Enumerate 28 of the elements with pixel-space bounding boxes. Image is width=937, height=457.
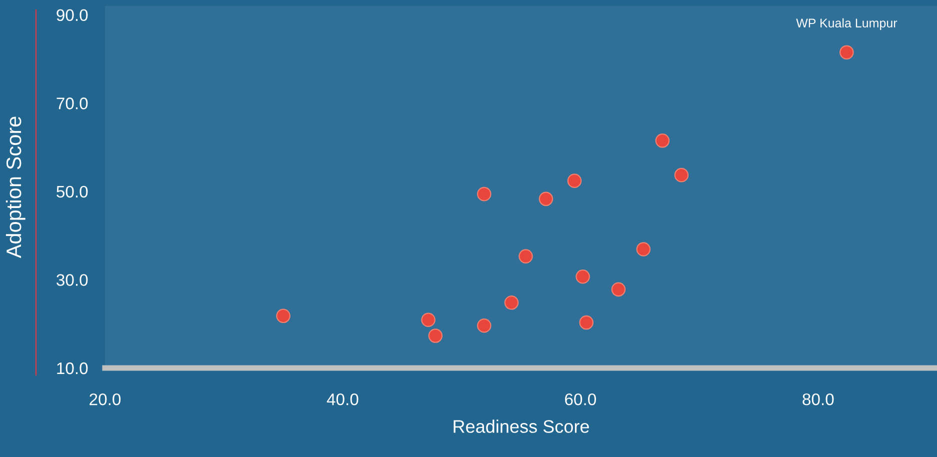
point <box>538 192 554 206</box>
x-tick-label: 80.0 <box>802 393 834 406</box>
point <box>518 249 533 264</box>
y-tick-label: 90.0 <box>56 9 88 22</box>
point <box>636 242 651 256</box>
point <box>611 282 626 297</box>
point <box>579 315 594 330</box>
point <box>421 312 436 328</box>
point <box>567 174 582 188</box>
point <box>655 134 670 148</box>
point <box>428 328 443 343</box>
annotation: WP Kuala Lumpur <box>796 18 898 30</box>
point <box>276 308 290 324</box>
point <box>504 296 519 310</box>
y-tick-label: 50.0 <box>56 186 88 198</box>
point <box>576 269 590 284</box>
point <box>477 318 492 333</box>
y-tick-label: 70.0 <box>56 98 88 110</box>
x-tick-label: 40.0 <box>326 393 358 406</box>
x-tick-label: 20.0 <box>90 393 121 406</box>
point <box>840 45 854 60</box>
y-tick-label: 10.0 <box>57 362 88 374</box>
y-axis-title: Adoption Score <box>6 116 26 258</box>
y-tick-label: 30.0 <box>56 274 88 286</box>
point <box>674 168 689 182</box>
point <box>477 186 492 202</box>
x-tick-label: 60.0 <box>565 393 596 406</box>
x-axis-title: Readiness Score <box>454 420 589 433</box>
